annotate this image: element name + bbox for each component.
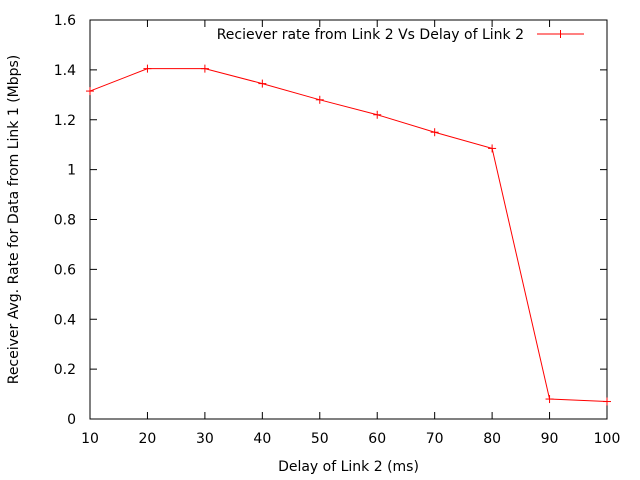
y-tick-label-2: 0.4 [54, 312, 76, 328]
data-point-80 [488, 144, 497, 153]
x-tick-label-10: 10 [81, 431, 99, 447]
series-line-0 [89, 68, 608, 403]
x-tick-label-20: 20 [139, 431, 157, 447]
x-tick-label-30: 30 [196, 431, 214, 447]
y-tick-label-6: 1.2 [54, 113, 76, 129]
x-tick-label-40: 40 [253, 431, 271, 447]
data-point-10 [86, 87, 94, 96]
data-point-100 [603, 397, 611, 406]
x-tick-label-100: 100 [594, 431, 621, 447]
y-tick-label-8: 1.6 [54, 13, 76, 29]
y-tick-label-1: 0.2 [54, 362, 76, 378]
y-tick-label-7: 1.4 [54, 63, 76, 79]
ticks-layer: 10 20 30 40 50 60 70 80 90 100 0 0.2 0.4 0.6 0.8 1 1.2 1.… [54, 13, 621, 447]
x-axis-label: Delay of Link 2 (ms) [278, 459, 419, 475]
data-point-90 [545, 395, 554, 404]
x-tick-label-90: 90 [541, 431, 559, 447]
x-tick-label-70: 70 [426, 431, 444, 447]
plot-frame [89, 19, 608, 420]
y-tick-label-3: 0.6 [54, 262, 76, 278]
data-point-70 [430, 128, 439, 137]
data-point-30 [200, 64, 209, 73]
y-tick-label-0: 0 [67, 412, 76, 428]
y-axis-label: Receiver Avg. Rate for Data from Link 1 … [6, 55, 22, 385]
x-tick-label-80: 80 [483, 431, 501, 447]
x-tick-label-60: 60 [368, 431, 386, 447]
y-tick-label-5: 1 [67, 163, 76, 179]
legend-label: Reciever rate from Link 2 Vs Delay of Li… [217, 27, 524, 43]
data-point-60 [373, 110, 382, 119]
legend-marker [556, 30, 565, 38]
series-layer [86, 64, 611, 406]
y-tick-label-4: 0.8 [54, 213, 76, 229]
data-point-50 [315, 95, 324, 104]
data-point-40 [258, 79, 267, 88]
x-tick-label-50: 50 [311, 431, 329, 447]
legend: Reciever rate from Link 2 Vs Delay of Li… [217, 27, 584, 43]
data-point-20 [143, 64, 152, 73]
